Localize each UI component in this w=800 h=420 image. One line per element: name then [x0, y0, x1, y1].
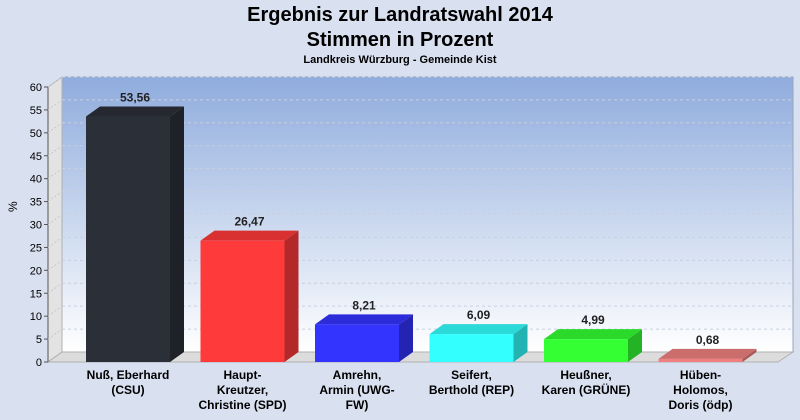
gridline-side — [47, 168, 63, 180]
y-tick-label: 45 — [30, 151, 42, 163]
data-label: 0,68 — [696, 333, 720, 347]
bar-side — [513, 324, 528, 362]
x-tick-label: Heußner, Karen (GRÜNE) — [542, 368, 631, 397]
y-tick-label: 15 — [30, 288, 42, 300]
data-label: 8,21 — [352, 298, 376, 312]
gridline-side — [47, 214, 63, 225]
bar-top — [544, 329, 642, 340]
bar-side — [284, 230, 299, 362]
y-tick-label: 40 — [30, 174, 42, 186]
bar — [429, 324, 528, 362]
gridline-side — [47, 76, 63, 88]
gridline-side — [47, 145, 63, 157]
y-tick-label: 10 — [30, 311, 42, 323]
gridline-side — [47, 122, 63, 134]
bar — [544, 329, 642, 362]
y-tick-label: 50 — [30, 128, 42, 140]
y-tick-label: 55 — [30, 105, 42, 117]
y-tick-label: 25 — [30, 242, 42, 254]
gridline-side — [47, 282, 63, 294]
gridline-side — [47, 305, 63, 317]
bar-front — [544, 339, 628, 362]
bar-top — [315, 314, 413, 325]
x-tick-label: Nuß, Eberhard (CSU) — [87, 368, 170, 397]
x-tick-label: Amrehn, Armin (UWG-FW) — [319, 368, 394, 412]
gridline-side — [47, 259, 63, 271]
bar — [86, 106, 184, 363]
x-tick-label: Hüben-Holomos, Doris (ödp) — [669, 368, 733, 412]
bar — [315, 314, 413, 362]
chart-subtitle: Landkreis Würzburg - Gemeinde Kist — [303, 54, 497, 66]
gridline-side — [47, 237, 63, 248]
gridline-side — [47, 328, 63, 340]
bar-top — [429, 324, 528, 335]
bar-front — [429, 334, 514, 362]
bar-side — [628, 329, 642, 362]
bar-side — [170, 106, 184, 363]
bar-front — [658, 358, 743, 362]
bar-front — [315, 324, 399, 362]
bar-side — [399, 314, 413, 362]
y-tick-label: 5 — [36, 334, 42, 346]
data-label: 53,56 — [120, 91, 150, 105]
chart-title-line2: Stimmen in Prozent — [306, 29, 494, 51]
chart-title: Ergebnis zur Landratswahl 2014 — [247, 4, 553, 26]
bar-top — [658, 348, 757, 359]
y-tick-label: 35 — [30, 197, 42, 209]
bar-front — [86, 116, 170, 363]
data-label: 26,47 — [234, 215, 264, 229]
bar — [200, 230, 299, 362]
data-label: 4,99 — [581, 313, 605, 327]
gridline-side — [47, 191, 63, 202]
bar-side — [742, 348, 757, 362]
y-tick-label: 0 — [36, 357, 42, 369]
gridline-side — [47, 99, 63, 111]
bar-top — [200, 230, 299, 241]
y-tick-label: 20 — [30, 265, 42, 277]
x-tick-label: Haupt-Kreutzer, Christine (SPD) — [198, 368, 286, 412]
x-tick-label: Seifert, Berthold (REP) — [429, 368, 514, 397]
y-tick-label: 30 — [30, 220, 42, 232]
data-label: 6,09 — [467, 308, 491, 322]
bar-front — [200, 240, 285, 362]
y-tick-label: 60 — [30, 82, 42, 94]
bar-top — [86, 106, 184, 117]
bar — [658, 348, 757, 362]
